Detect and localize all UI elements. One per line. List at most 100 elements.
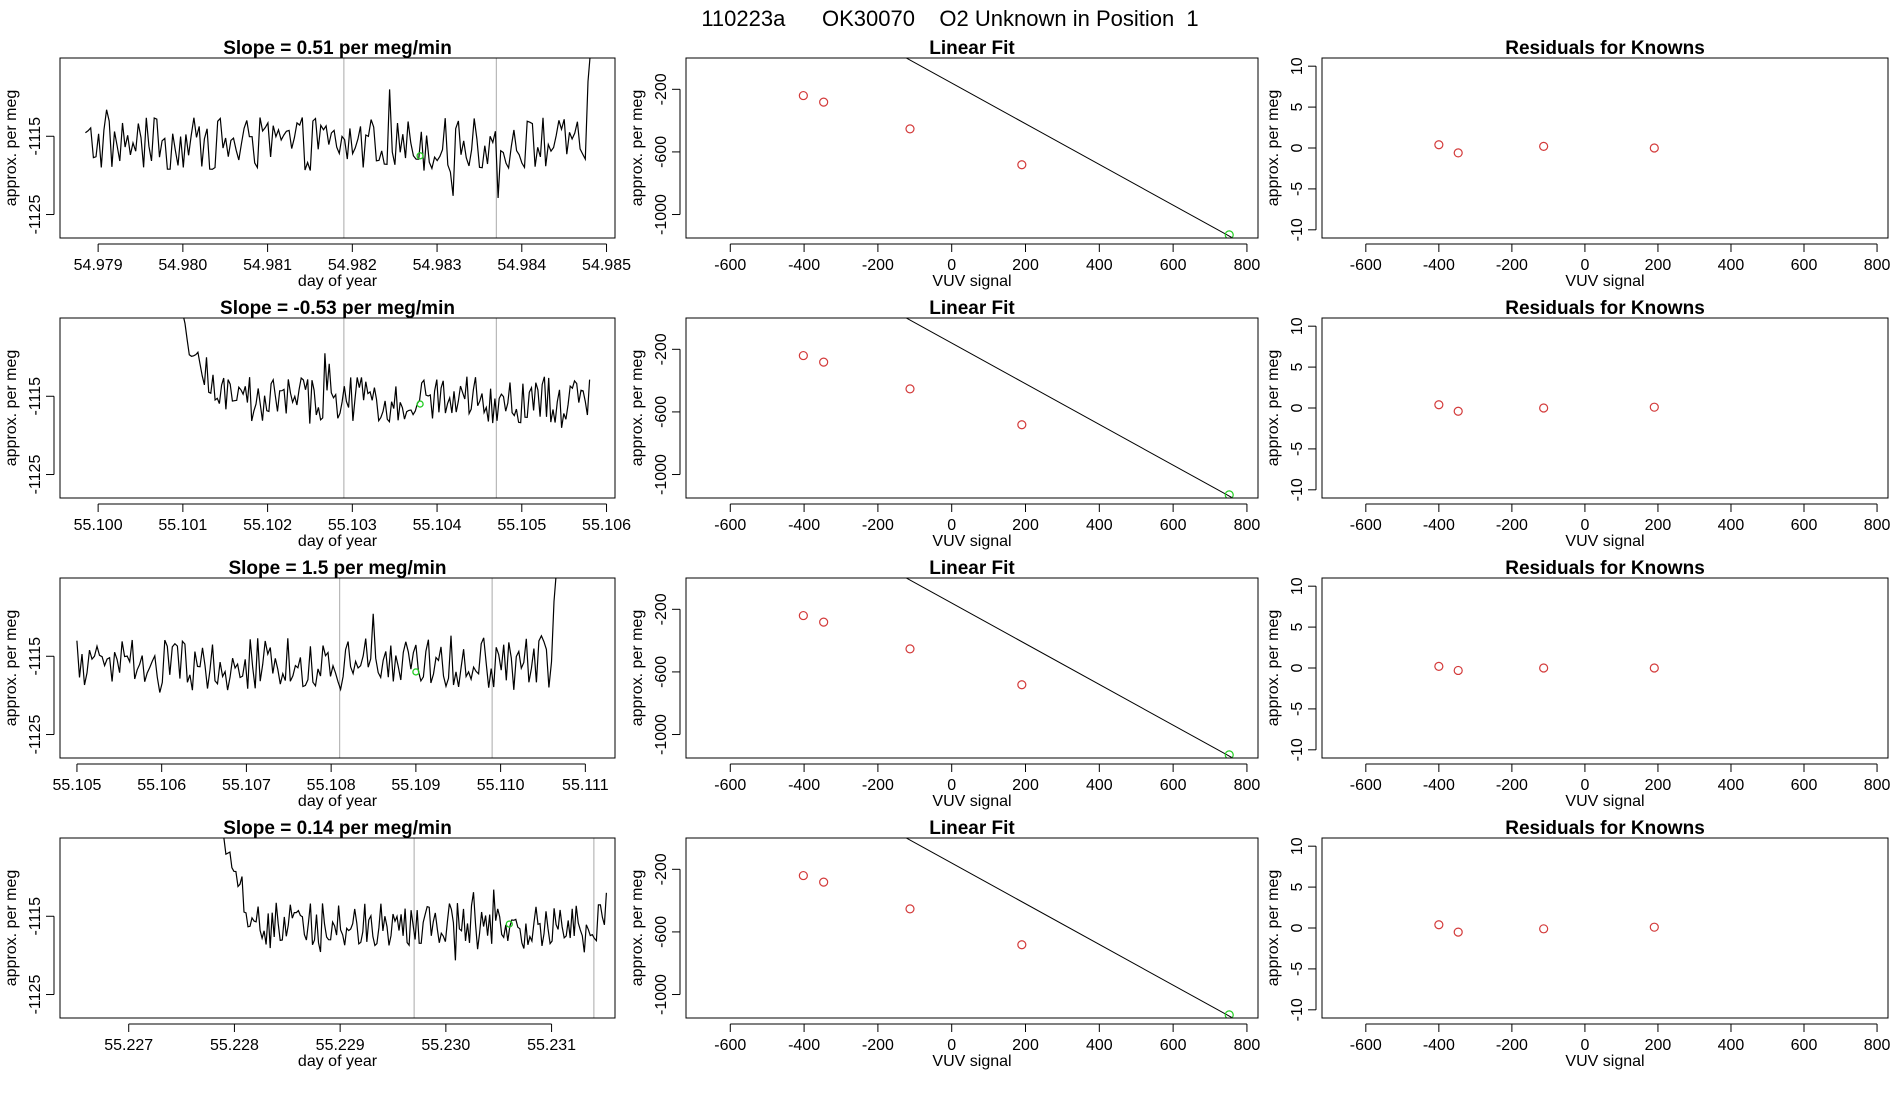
x-tick-label: 0 [947, 1037, 956, 1054]
y-axis-label: approx. per meg [1265, 90, 1282, 207]
x-axis-label: day of year [298, 1053, 378, 1070]
plot-title: Linear Fit [929, 818, 1015, 839]
known-point [798, 610, 808, 621]
x-tick-label: 54.982 [328, 257, 377, 274]
x-tick-label: 600 [1160, 777, 1187, 794]
plot-area [1434, 920, 1659, 937]
known-point [1017, 160, 1027, 170]
y-tick-label: -1125 [27, 455, 44, 495]
y-tick-label: -600 [653, 136, 670, 168]
y-tick-label: 10 [1289, 837, 1306, 855]
plot-frame [685, 57, 1259, 239]
x-tick-label: 200 [1645, 777, 1672, 794]
x-tick-label: 54.985 [582, 257, 631, 274]
x-tick-label: 55.111 [562, 777, 609, 794]
residual-point [1649, 402, 1659, 412]
x-tick-label: 200 [1012, 1037, 1039, 1054]
current-point-marker [416, 152, 424, 160]
x-tick-label: 800 [1864, 517, 1891, 534]
known-point [819, 97, 829, 107]
y-axis-label: approx. per meg [629, 90, 646, 207]
fit-panel-row-4: Linear Fit -600 -400 -200 0 200 400 600 800 -1000… [629, 818, 1261, 1070]
y-tick-label: -1000 [653, 454, 670, 495]
plot-frame [685, 837, 1259, 1019]
y-tick-label: 0 [1289, 923, 1306, 932]
x-tick-label: 600 [1791, 517, 1818, 534]
x-tick-label: -200 [862, 517, 894, 534]
residual-point [1453, 665, 1463, 676]
y-tick-label: -1125 [27, 195, 44, 235]
timeseries-panel-row-2: Slope = -0.53 per meg/min 55.100 55.101 55.… [3, 298, 631, 550]
y-axis-label: approx. per meg [3, 870, 20, 987]
x-tick-label: 55.102 [243, 517, 292, 534]
x-tick-label: 0 [947, 257, 956, 274]
y-tick-label: -1000 [653, 974, 670, 1015]
fit-line [905, 838, 1233, 1018]
unknown-point [1224, 490, 1234, 498]
plot-frame [685, 577, 1259, 759]
x-tick-label: 200 [1012, 517, 1039, 534]
y-tick-label: -1115 [27, 637, 44, 676]
panels: Slope = 0.51 per meg/min 54.979 54.980 54.9… [3, 38, 1890, 1070]
y-axis-label: approx. per meg [3, 350, 20, 467]
x-tick-label: 200 [1645, 517, 1672, 534]
y-tick-label: 10 [1289, 577, 1306, 595]
residual-point [1434, 920, 1444, 930]
timeseries-panel-row-1: Slope = 0.51 per meg/min 54.979 54.980 54.9… [3, 38, 631, 290]
known-point [798, 870, 808, 881]
x-tick-label: 400 [1086, 257, 1113, 274]
x-tick-label: -600 [1350, 257, 1382, 274]
x-tick-label: 800 [1234, 1037, 1261, 1054]
x-tick-label: -200 [1496, 517, 1528, 534]
x-tick-label: 54.981 [243, 257, 292, 274]
x-tick-label: 55.106 [137, 777, 186, 794]
x-tick-label: 600 [1160, 257, 1187, 274]
x-tick-label: 0 [1580, 257, 1589, 274]
plot-title: Linear Fit [929, 558, 1015, 579]
residual-point [1539, 141, 1549, 151]
current-point-marker [505, 920, 513, 928]
y-tick-label: -1115 [27, 117, 44, 156]
x-axis-label: VUV signal [932, 533, 1011, 550]
x-axis-label: VUV signal [1565, 273, 1644, 290]
residuals-panel-row-1: Residuals for Knowns -600 -400 -200 0 200 400 6… [1265, 38, 1890, 290]
y-axis-label: approx. per meg [629, 870, 646, 987]
y-tick-label: -600 [653, 656, 670, 688]
y-axis-label: approx. per meg [3, 610, 20, 727]
x-tick-label: 55.105 [497, 517, 546, 534]
plot-area [1434, 140, 1659, 158]
plot-area [1434, 400, 1659, 416]
x-axis-label: day of year [298, 273, 378, 290]
fit-line [905, 318, 1233, 498]
x-tick-label: 400 [1718, 777, 1745, 794]
y-tick-label: 0 [1289, 403, 1306, 412]
x-tick-label: 0 [1580, 517, 1589, 534]
plot-area [798, 838, 1234, 1018]
x-axis-label: VUV signal [932, 1053, 1011, 1070]
residual-point [1649, 922, 1659, 932]
x-tick-label: 200 [1645, 1037, 1672, 1054]
plot-title: Slope = 1.5 per meg/min [228, 558, 446, 579]
plot-area [1434, 661, 1659, 676]
timeseries-panel-row-4: Slope = 0.14 per meg/min 55.227 55.228 55.2… [3, 818, 616, 1070]
residuals-panel-row-2: Residuals for Knowns -600 -400 -200 0 200 400 6… [1265, 298, 1890, 550]
x-tick-label: 600 [1160, 1037, 1187, 1054]
x-axis-label: VUV signal [932, 793, 1011, 810]
x-tick-label: 800 [1234, 777, 1261, 794]
x-tick-label: 600 [1791, 1037, 1818, 1054]
x-tick-label: 55.109 [391, 777, 440, 794]
x-tick-label: 55.106 [582, 517, 631, 534]
y-tick-label: -1115 [27, 897, 44, 936]
known-point [1017, 680, 1027, 690]
x-tick-label: 400 [1718, 1037, 1745, 1054]
residual-point [1434, 400, 1444, 410]
residual-point [1539, 924, 1549, 934]
y-tick-label: 0 [1289, 663, 1306, 672]
x-tick-label: -400 [788, 777, 820, 794]
x-tick-label: 0 [947, 517, 956, 534]
plot-frame [59, 317, 616, 499]
y-tick-label: 5 [1289, 363, 1306, 372]
known-point [798, 90, 808, 101]
x-tick-label: 55.231 [527, 1037, 576, 1054]
fit-line [905, 578, 1233, 758]
